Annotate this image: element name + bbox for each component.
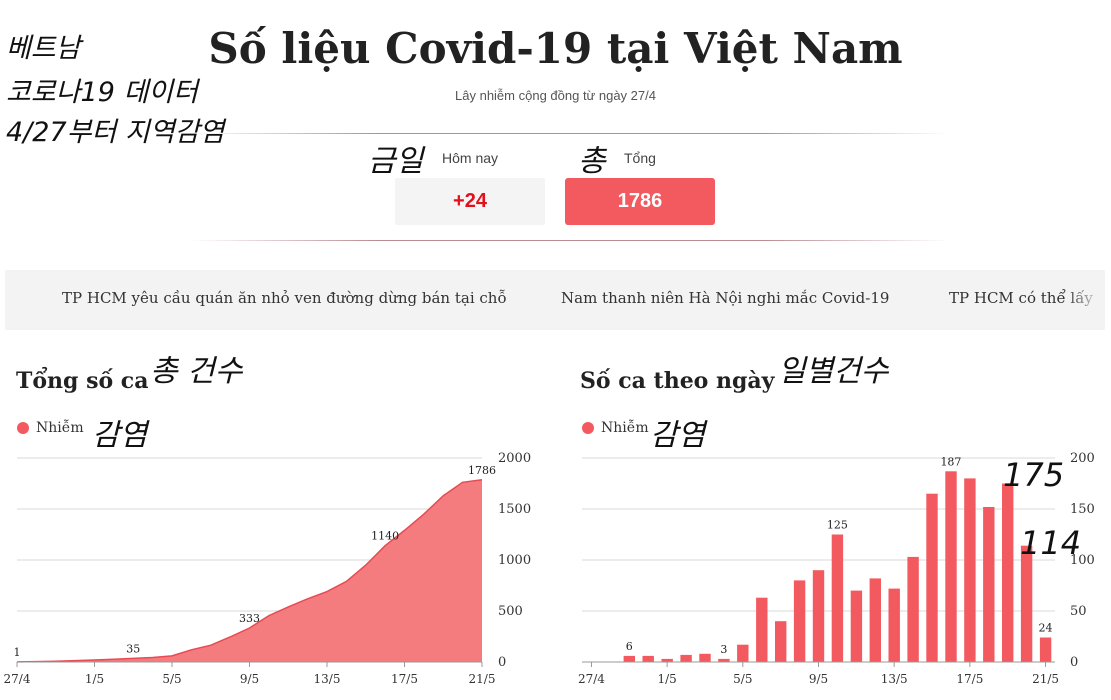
y-tick-label: 0 — [498, 655, 506, 670]
data-label: 1786 — [468, 464, 496, 477]
bar — [680, 654, 692, 662]
total-label: Tổng — [624, 150, 656, 166]
x-tick-label: 9/5 — [240, 672, 259, 686]
annotation-total-cases: 총 건수 — [150, 354, 243, 389]
bar — [1002, 483, 1014, 662]
bar — [964, 478, 976, 662]
y-tick-label: 0 — [1070, 655, 1078, 670]
y-tick-label: 1500 — [498, 502, 531, 517]
news-link[interactable]: TP HCM có thể lấy — [949, 289, 1093, 307]
annotation-country: 베트남 — [6, 33, 81, 64]
total-cases-chart-title: Tổng số ca — [16, 368, 149, 394]
area-series — [17, 479, 482, 662]
total-chart-legend: Nhiễm — [17, 420, 84, 436]
annotation-infection: 감염 — [650, 418, 706, 453]
annotation-infection: 감염 — [92, 418, 148, 453]
bar — [888, 588, 900, 662]
x-tick-label: 27/4 — [4, 672, 31, 686]
x-tick-label: 21/5 — [469, 672, 496, 686]
bar — [699, 653, 711, 662]
x-tick-label: 13/5 — [314, 672, 341, 686]
bar — [756, 597, 768, 662]
y-tick-label: 150 — [1070, 502, 1095, 517]
x-tick-label: 9/5 — [809, 672, 828, 686]
total-cases-box: 1786 — [565, 178, 715, 225]
daily-cases-chart: 0 50 100 150 200 27/4 1/5 5/5 9/5 13/5 17/5 21/5 6 3 1… — [578, 451, 1095, 686]
bar — [737, 644, 749, 662]
annotation-community-infection: 4/27부터 지역감염 — [6, 117, 225, 148]
annotation-data: 코로나19 데이터 — [6, 77, 198, 108]
x-tick-label: 21/5 — [1032, 672, 1059, 686]
divider-bottom — [190, 240, 950, 241]
data-label: 1140 — [371, 530, 399, 543]
ticker-fade — [1065, 270, 1105, 330]
annotation-total: 총 — [578, 144, 606, 179]
bar — [907, 556, 919, 662]
data-label: 24 — [1039, 622, 1053, 635]
x-tick-label: 27/4 — [578, 672, 605, 686]
x-tick-label: 5/5 — [733, 672, 752, 686]
bar — [983, 507, 995, 662]
divider-top — [190, 133, 950, 134]
bar — [793, 580, 806, 662]
total-cases-chart: 0 500 1000 1500 2000 27/4 1/5 5/5 9/5 13/5 17/5 21/… — [4, 451, 532, 686]
y-tick-label: 50 — [1070, 604, 1087, 619]
data-label: 1 — [14, 646, 21, 659]
bar — [831, 534, 844, 662]
x-tick-label: 1/5 — [85, 672, 104, 686]
annotation-today: 금일 — [368, 144, 424, 179]
y-tick-label: 100 — [1070, 553, 1095, 568]
page-subtitle: Lây nhiễm cộng đồng từ ngày 27/4 — [455, 88, 656, 103]
news-ticker: TP HCM yêu cầu quán ăn nhỏ ven đường dừn… — [5, 270, 1105, 330]
legend-label: Nhiễm — [601, 420, 649, 436]
legend-dot — [582, 422, 594, 434]
x-tick-label: 1/5 — [657, 672, 676, 686]
legend-label: Nhiễm — [36, 420, 84, 436]
x-tick-label: 5/5 — [162, 672, 181, 686]
data-label: 125 — [827, 519, 848, 532]
bar — [642, 655, 654, 662]
annotation-value: 175 — [1003, 456, 1065, 494]
annotation-daily-cases: 일별건수 — [778, 354, 889, 389]
today-cases-box: +24 — [395, 178, 545, 225]
news-link[interactable]: Nam thanh niên Hà Nội nghi mắc Covid-19 — [561, 289, 890, 307]
today-label: Hôm nay — [442, 150, 499, 166]
data-label: 3 — [720, 643, 727, 656]
bar — [1020, 545, 1033, 662]
bar — [1039, 637, 1052, 662]
bar — [812, 570, 825, 662]
x-tick-label: 17/5 — [956, 672, 983, 686]
bar — [623, 655, 635, 662]
legend-dot — [17, 422, 29, 434]
y-tick-label: 2000 — [498, 451, 531, 466]
x-tick-label: 13/5 — [881, 672, 908, 686]
bar — [945, 471, 957, 662]
data-label: 35 — [126, 642, 140, 655]
bar — [869, 578, 881, 662]
y-tick-label: 200 — [1070, 451, 1095, 466]
y-tick-label: 1000 — [498, 553, 531, 568]
daily-cases-chart-title: Số ca theo ngày — [580, 368, 775, 394]
bar — [926, 493, 938, 662]
news-link[interactable]: TP HCM yêu cầu quán ăn nhỏ ven đường dừn… — [62, 289, 507, 307]
bar — [718, 658, 730, 662]
area-line — [16, 479, 483, 663]
data-label: 6 — [626, 640, 633, 653]
y-tick-label: 500 — [498, 604, 523, 619]
x-tick-label: 17/5 — [391, 672, 418, 686]
bar — [661, 658, 673, 662]
data-label: 187 — [940, 455, 961, 468]
daily-chart-legend: Nhiễm — [582, 420, 649, 436]
bar — [775, 621, 787, 662]
page-title: Số liệu Covid-19 tại Việt Nam — [208, 24, 903, 73]
data-label: 333 — [239, 612, 260, 625]
annotation-value: 114 — [1020, 524, 1082, 562]
bar — [850, 590, 863, 662]
